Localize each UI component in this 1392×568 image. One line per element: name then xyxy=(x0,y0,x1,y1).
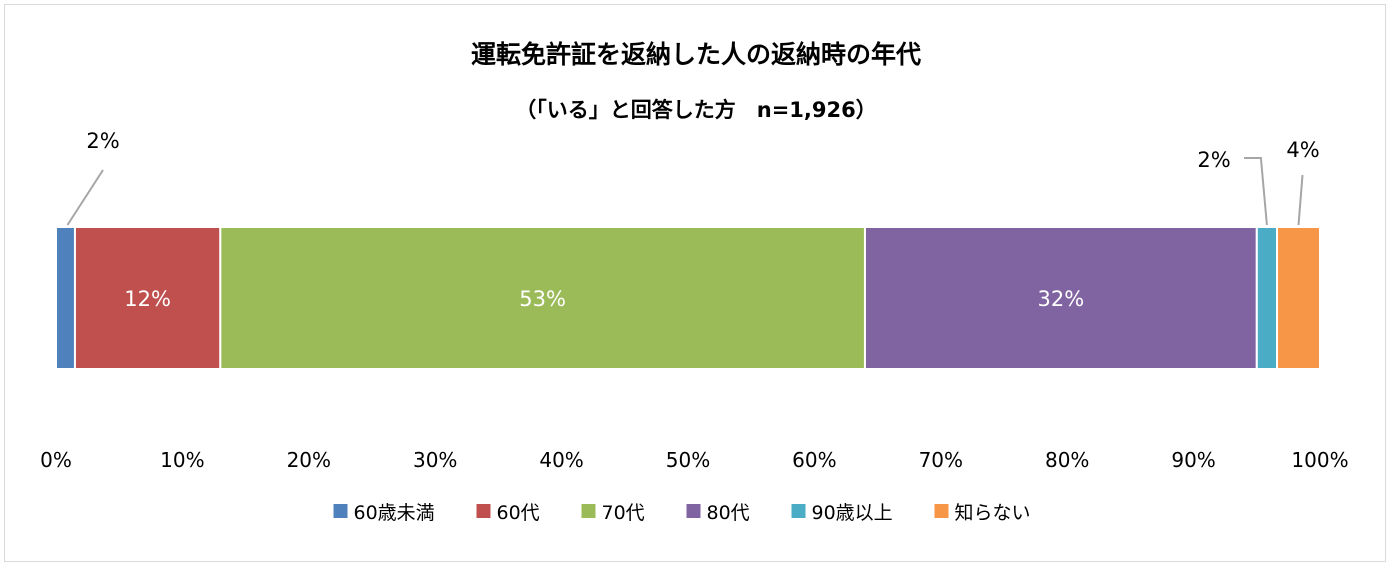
legend-label-3: 80代 xyxy=(707,502,750,524)
x-tick-6: 60% xyxy=(792,448,836,472)
callout-line-5 xyxy=(1297,174,1304,226)
bar-segment-3 xyxy=(863,226,1258,370)
bar-segment-1 xyxy=(73,226,222,370)
x-tick-0: 0% xyxy=(40,448,72,472)
x-tick-5: 50% xyxy=(666,448,710,472)
chart-subtitle: （「いる」と回答した方 n=1,926） xyxy=(515,98,876,122)
legend-swatch-0 xyxy=(333,504,348,518)
x-tick-8: 80% xyxy=(1045,448,1089,472)
legend-swatch-5 xyxy=(934,504,949,518)
bar-segment-0 xyxy=(55,226,76,370)
bar-segments xyxy=(55,226,1322,370)
x-tick-3: 30% xyxy=(413,448,457,472)
data-label-3: 32% xyxy=(1038,287,1085,311)
chart-title: 運転免許証を返納した人の返納時の年代 xyxy=(471,40,921,69)
callout-lines xyxy=(66,157,1304,226)
x-tick-9: 90% xyxy=(1171,448,1215,472)
legend-label-2: 70代 xyxy=(602,502,645,524)
bar-segment-2 xyxy=(219,226,866,370)
legend-label-4: 90歳以上 xyxy=(812,502,893,524)
data-label-0: 2% xyxy=(86,129,119,153)
callout-line-4 xyxy=(1244,157,1268,226)
legend-label-1: 60代 xyxy=(497,502,540,524)
data-label-2: 53% xyxy=(519,287,566,311)
x-tick-2: 20% xyxy=(287,448,331,472)
callout-line-0 xyxy=(66,169,104,226)
data-labels: 2% 12% 53% 32% 2% 4% xyxy=(86,129,1319,311)
legend-label-0: 60歳未満 xyxy=(354,502,435,524)
bar-segment-4 xyxy=(1255,226,1279,370)
x-tick-4: 40% xyxy=(539,448,583,472)
x-tick-10: 100% xyxy=(1291,448,1348,472)
data-label-4: 2% xyxy=(1197,148,1230,172)
legend-swatch-1 xyxy=(476,504,491,518)
x-tick-1: 10% xyxy=(160,448,204,472)
data-label-1: 12% xyxy=(124,287,171,311)
x-axis-ticks: 0% 10% 20% 30% 40% 50% 60% 70% 80% 90% 100% xyxy=(40,448,1348,472)
legend: 60歳未満 60代 70代 80代 90歳以上 知らない xyxy=(333,502,1031,524)
legend-label-5: 知らない xyxy=(955,502,1031,524)
legend-swatch-2 xyxy=(581,504,596,518)
legend-swatch-4 xyxy=(791,504,806,518)
bar-segment-5 xyxy=(1276,226,1322,370)
legend-swatch-3 xyxy=(686,504,701,518)
x-tick-7: 70% xyxy=(919,448,963,472)
data-label-5: 4% xyxy=(1286,138,1319,162)
